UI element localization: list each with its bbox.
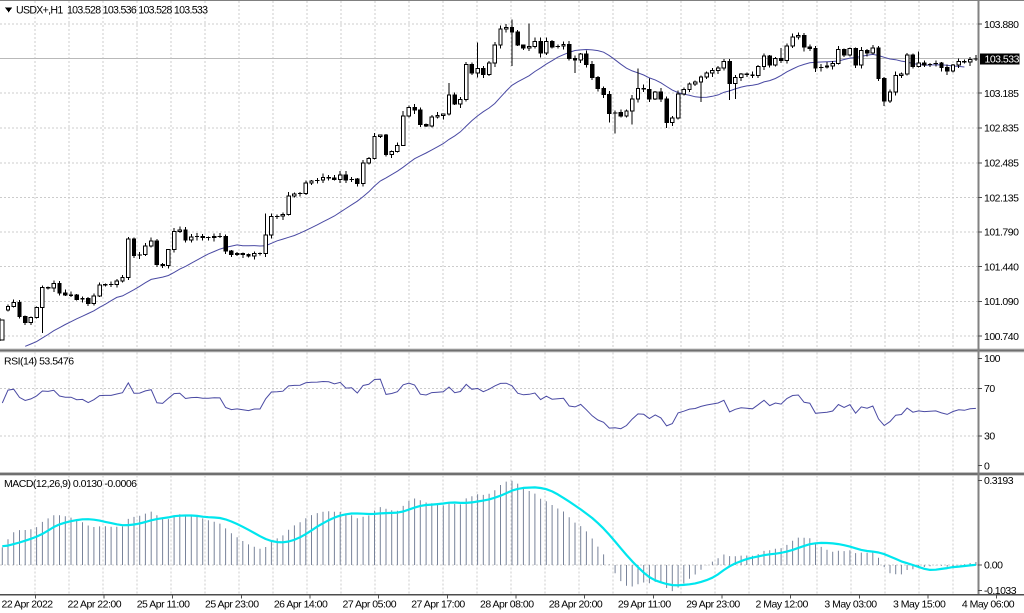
svg-text:103.533: 103.533 <box>985 54 1020 66</box>
svg-text:-0.1033: -0.1033 <box>984 585 1017 597</box>
svg-text:3 May 15:00: 3 May 15:00 <box>893 599 946 611</box>
svg-text:22 Apr 22:00: 22 Apr 22:00 <box>68 599 122 611</box>
svg-text:102.135: 102.135 <box>984 192 1019 204</box>
svg-text:102.835: 102.835 <box>984 123 1019 135</box>
svg-text:28 Apr 08:00: 28 Apr 08:00 <box>480 599 534 611</box>
svg-text:28 Apr 20:00: 28 Apr 20:00 <box>549 599 603 611</box>
svg-text:103.185: 103.185 <box>984 88 1019 100</box>
svg-text:102.485: 102.485 <box>984 158 1019 170</box>
svg-text:RSI(14) 53.5476: RSI(14) 53.5476 <box>4 356 74 368</box>
svg-text:29 Apr 11:00: 29 Apr 11:00 <box>618 599 671 611</box>
svg-text:101.440: 101.440 <box>984 261 1019 273</box>
svg-text:101.790: 101.790 <box>984 227 1019 239</box>
svg-text:25 Apr 23:00: 25 Apr 23:00 <box>205 599 259 611</box>
svg-text:0.00: 0.00 <box>984 560 1003 572</box>
svg-text:30: 30 <box>984 431 995 443</box>
svg-text:4 May 06:00: 4 May 06:00 <box>962 599 1015 611</box>
svg-text:27 Apr 17:00: 27 Apr 17:00 <box>411 599 465 611</box>
svg-text:0: 0 <box>984 460 990 472</box>
svg-text:22 Apr 2022: 22 Apr 2022 <box>2 599 54 611</box>
svg-text:USDX+,H1 103.528 103.536 103.: USDX+,H1 103.528 103.536 103.528 103.533 <box>16 4 208 16</box>
svg-text:MACD(12,26,9) 0.0130 -0.0006: MACD(12,26,9) 0.0130 -0.0006 <box>4 478 137 490</box>
svg-text:101.090: 101.090 <box>984 296 1019 308</box>
svg-text:0.3193: 0.3193 <box>984 475 1014 487</box>
svg-text:103.880: 103.880 <box>984 19 1019 31</box>
svg-text:27 Apr 05:00: 27 Apr 05:00 <box>343 599 397 611</box>
svg-text:3 May 03:00: 3 May 03:00 <box>824 599 877 611</box>
svg-text:2 May 12:00: 2 May 12:00 <box>756 599 809 611</box>
svg-text:100.740: 100.740 <box>984 331 1019 343</box>
svg-text:29 Apr 23:00: 29 Apr 23:00 <box>686 599 740 611</box>
svg-text:100: 100 <box>984 353 1001 365</box>
svg-text:25 Apr 11:00: 25 Apr 11:00 <box>137 599 190 611</box>
svg-text:26 Apr 14:00: 26 Apr 14:00 <box>274 599 328 611</box>
svg-text:70: 70 <box>984 383 995 395</box>
